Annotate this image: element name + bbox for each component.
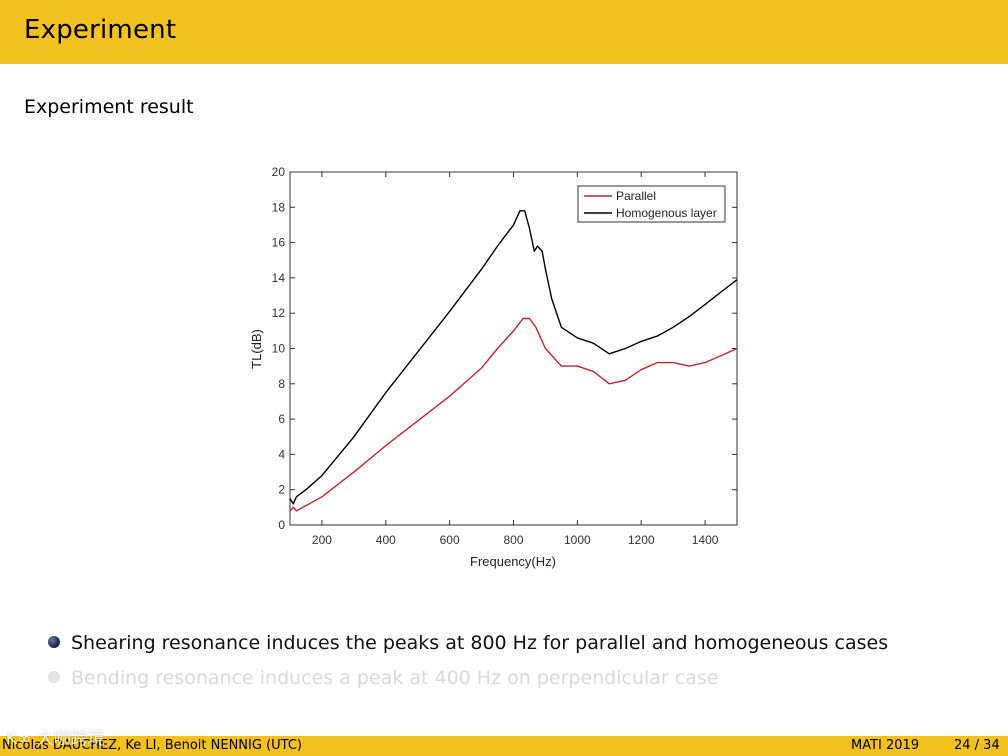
legend-label-homogenous: Homogenous layer	[616, 206, 717, 220]
slide-title: Experiment	[24, 15, 177, 45]
x-tick-label: 800	[503, 533, 523, 547]
y-tick-label: 16	[272, 236, 286, 250]
legend: Parallel Homogenous layer	[577, 185, 726, 223]
watermark-logo: K∞ 大咖跨境	[6, 729, 105, 749]
bullet-dot-icon	[48, 671, 60, 683]
y-tick-label: 14	[272, 271, 286, 285]
bullet-dot-icon	[48, 636, 60, 648]
y-tick-label: 4	[278, 447, 285, 461]
x-tick-label: 1000	[564, 533, 591, 547]
y-tick-label: 12	[272, 306, 286, 320]
legend-label-parallel: Parallel	[616, 189, 656, 203]
y-tick-label: 0	[278, 518, 285, 532]
y-tick-label: 10	[272, 342, 286, 356]
y-tick-label: 2	[278, 483, 285, 497]
y-axis-label: TL(dB)	[249, 329, 264, 369]
x-axis-ticks: 200 400 600 800 1000 1200 1400	[312, 172, 719, 547]
series-line-parallel	[289, 317, 738, 512]
footer-page-number: 24 / 34	[954, 738, 1000, 753]
slide-footer: Nicolas DAUCHEZ, Ke LI, Benoit NENNIG (U…	[0, 736, 1008, 756]
legend-box	[577, 185, 726, 223]
footer-conference: MATI 2019	[851, 738, 920, 753]
x-tick-label: 200	[312, 533, 332, 547]
x-tick-label: 1400	[692, 533, 719, 547]
y-tick-label: 8	[278, 377, 285, 391]
y-tick-label: 6	[278, 412, 285, 426]
series-line-homogenous-layer	[289, 210, 738, 505]
x-tick-label: 400	[376, 533, 396, 547]
bullet-list: Shearing resonance induces the peaks at …	[48, 626, 988, 696]
footer-authors: Nicolas DAUCHEZ, Ke LI, Benoit NENNIG (U…	[2, 738, 302, 753]
series-lines	[289, 210, 738, 512]
slide-header: Experiment	[0, 0, 1008, 64]
y-tick-label: 18	[272, 200, 286, 214]
tl-frequency-chart: 0 2 4 6 8 10 12 14 16 18 20 200 400 600 800 1000 1200 14…	[249, 165, 738, 569]
bullet-item-shearing: Shearing resonance induces the peaks at …	[48, 626, 988, 661]
bullet-text: Bending resonance induces a peak at 400 …	[71, 667, 719, 689]
y-tick-label: 20	[272, 165, 286, 179]
x-tick-label: 600	[440, 533, 460, 547]
x-axis-label: Frequency(Hz)	[470, 554, 556, 569]
y-axis-ticks: 0 2 4 6 8 10 12 14 16 18 20	[272, 165, 737, 532]
bullet-item-bending: Bending resonance induces a peak at 400 …	[48, 661, 988, 696]
slide-subtitle: Experiment result	[24, 96, 194, 118]
x-tick-label: 1200	[628, 533, 655, 547]
bullet-text: Shearing resonance induces the peaks at …	[71, 632, 889, 654]
